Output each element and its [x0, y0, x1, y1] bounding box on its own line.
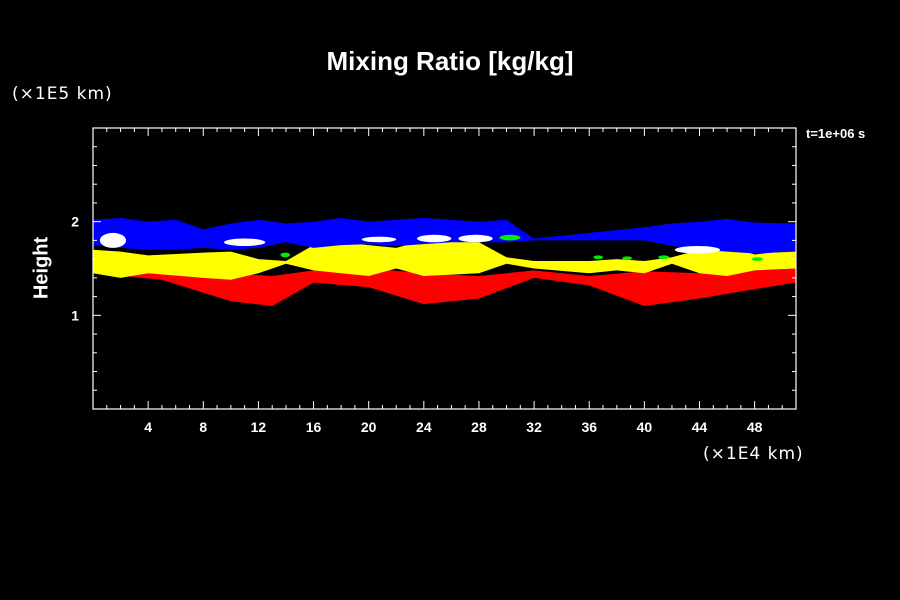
green-patch — [622, 256, 632, 261]
yellow-mixing-layer — [93, 240, 796, 280]
green-patch — [658, 255, 670, 260]
red-mixing-layer — [93, 266, 796, 306]
x-tick-label: 20 — [361, 419, 377, 435]
white-patch — [416, 234, 452, 243]
white-patch — [99, 232, 127, 248]
y-tick-label: 1 — [71, 307, 79, 323]
x-axis-unit: (×1E4 km) — [703, 444, 804, 464]
plot-frame — [92, 127, 797, 410]
white-patch — [674, 246, 721, 254]
y-axis-unit: (×1E5 km) — [12, 84, 113, 104]
x-tick-label: 16 — [306, 419, 322, 435]
x-tick-label: 44 — [692, 419, 708, 435]
green-patch — [499, 234, 521, 241]
field-layers — [93, 217, 796, 306]
x-tick-label: 36 — [581, 419, 597, 435]
x-tick-label: 48 — [747, 419, 763, 435]
x-tick-label: 12 — [251, 419, 267, 435]
white-patch — [458, 234, 493, 243]
x-tick-label: 28 — [471, 419, 487, 435]
chart-title: Mixing Ratio [kg/kg] — [326, 46, 574, 76]
x-tick-label: 4 — [144, 419, 152, 435]
white-patch — [223, 238, 266, 247]
x-tick-label: 32 — [526, 419, 542, 435]
x-tick-label: 40 — [637, 419, 653, 435]
y-tick-label: 2 — [71, 214, 79, 230]
x-tick-label: 24 — [416, 419, 432, 435]
x-tick-label: 8 — [199, 419, 207, 435]
green-patch — [593, 255, 604, 260]
green-patch — [751, 257, 763, 262]
green-patch — [280, 252, 291, 258]
time-label: t=1e+06 s — [806, 126, 866, 141]
white-patch — [361, 236, 397, 243]
